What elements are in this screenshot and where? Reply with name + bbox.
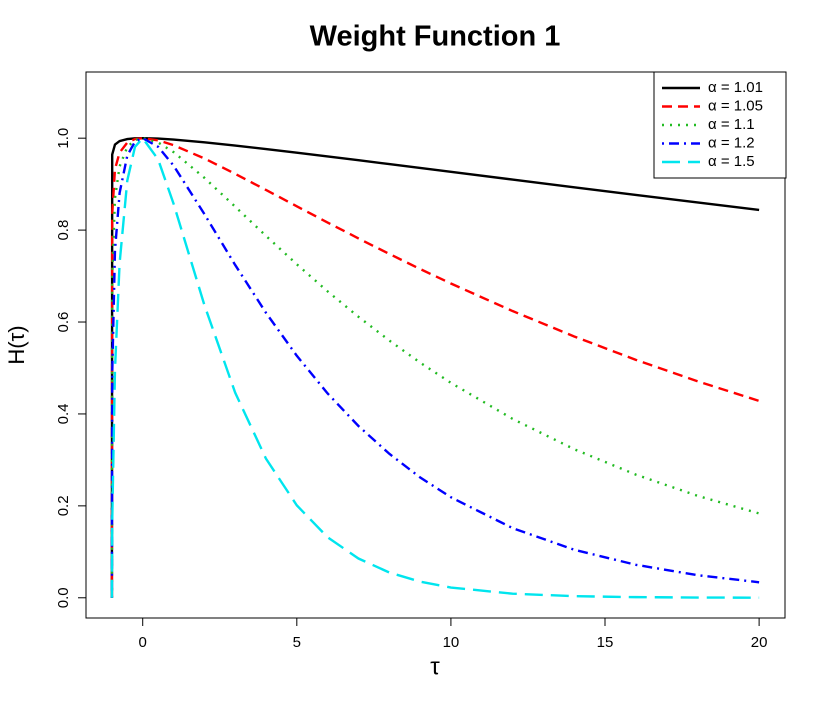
- x-tick-label: 10: [443, 634, 460, 651]
- x-axis-label: τ: [430, 653, 440, 680]
- legend-label: α = 1.1: [708, 116, 755, 133]
- line-series: [110, 136, 760, 598]
- legend-label: α = 1.01: [708, 79, 763, 96]
- y-tick-label: 0.2: [55, 495, 72, 516]
- line-series: [110, 136, 760, 598]
- legend-label: α = 1.05: [708, 97, 763, 114]
- line-series: [110, 136, 760, 599]
- y-tick-label: 1.0: [55, 128, 72, 149]
- legend-label: α = 1.2: [708, 134, 755, 151]
- y-tick-label: 0.0: [55, 587, 72, 608]
- x-tick-label: 15: [597, 634, 614, 651]
- y-tick-label: 0.6: [55, 312, 72, 333]
- legend-label: α = 1.5: [708, 153, 755, 170]
- x-tick-label: 20: [751, 634, 768, 651]
- y-tick-label: 0.4: [55, 404, 72, 425]
- y-axis-label: H(τ): [4, 325, 29, 364]
- chart-title: Weight Function 1: [310, 21, 561, 53]
- line-series: [110, 136, 760, 598]
- plot-box: [85, 71, 786, 619]
- legend-box: [653, 71, 787, 179]
- x-tick-label: 5: [293, 634, 301, 651]
- x-tick-label: 0: [139, 634, 147, 651]
- y-tick-label: 0.8: [55, 220, 72, 241]
- line-series: [110, 136, 760, 598]
